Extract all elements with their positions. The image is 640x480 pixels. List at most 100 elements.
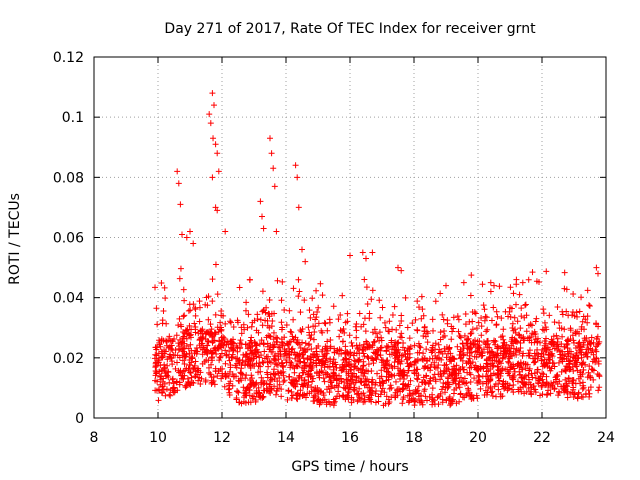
data-point [340,392,347,399]
data-point [513,346,520,353]
data-point [437,290,444,297]
data-point [339,361,346,368]
data-point [294,381,301,388]
data-point [381,319,388,326]
data-point [306,329,313,336]
data-point [265,363,272,370]
data-point [427,377,434,384]
data-point [451,375,458,382]
data-point [192,306,199,313]
data-point [190,366,197,373]
data-point [363,255,369,262]
data-point [242,341,249,348]
data-point [417,344,424,351]
data-point [404,324,411,331]
data-point [315,372,322,379]
data-point [216,354,223,361]
data-point [284,396,291,403]
data-point [466,318,473,325]
data-point [450,355,457,362]
data-point [506,308,513,315]
data-point [330,400,337,407]
x-tick-label: 24 [597,430,615,446]
data-point [227,378,234,385]
data-point [557,351,564,358]
data-point [353,320,360,327]
data-point [176,381,183,388]
data-point [229,351,236,358]
data-point [327,336,334,343]
data-point [204,302,211,309]
data-point [302,340,309,347]
data-point [240,351,247,358]
data-point [354,398,361,405]
data-point [321,364,328,371]
data-point [420,333,427,340]
data-point [398,330,405,337]
data-point [312,393,319,400]
data-point [320,375,327,382]
data-point [205,338,212,345]
data-point [526,367,533,374]
data-point [559,333,566,340]
data-point [335,388,342,395]
data-point [400,372,407,379]
data-point [561,285,568,292]
data-point [432,364,439,371]
data-point [580,382,587,389]
data-point [481,317,488,324]
data-point [383,393,390,400]
data-point [162,295,169,302]
data-point [465,387,472,394]
data-point [174,168,181,175]
data-point [531,370,538,377]
data-point [596,384,603,391]
data-point [388,384,395,391]
data-point [496,283,503,290]
data-point [504,345,511,352]
data-point [352,323,359,330]
data-point [289,345,296,352]
data-point [158,279,165,286]
data-point [180,328,187,335]
data-point [398,312,405,319]
data-point [188,374,195,381]
data-point [576,308,583,315]
data-point [394,387,401,394]
data-point [251,317,258,324]
data-point [276,381,283,388]
data-point [472,362,479,369]
data-point [331,384,338,391]
data-point [411,361,418,368]
data-point [240,384,247,391]
data-point [197,327,204,334]
data-point [337,375,344,382]
data-point [273,338,280,345]
data-point [578,349,585,356]
data-point [308,345,315,352]
data-point [247,365,254,372]
data-point [368,296,375,303]
data-point [455,316,462,323]
data-point [578,393,585,400]
data-point [355,346,362,353]
data-point [269,318,276,325]
data-point [242,307,249,314]
data-point [517,345,524,352]
data-point [437,390,444,397]
data-point [192,324,199,331]
data-point [253,327,260,334]
data-point [243,299,250,306]
data-point [330,366,337,373]
data-point [456,333,463,340]
data-point [237,337,244,344]
data-point [171,388,178,395]
data-point [549,359,556,366]
data-point [260,377,267,384]
data-point [398,334,405,341]
data-point [518,374,525,381]
data-point [218,312,225,319]
data-point [522,301,529,308]
data-point [287,364,294,371]
data-point [439,399,446,406]
